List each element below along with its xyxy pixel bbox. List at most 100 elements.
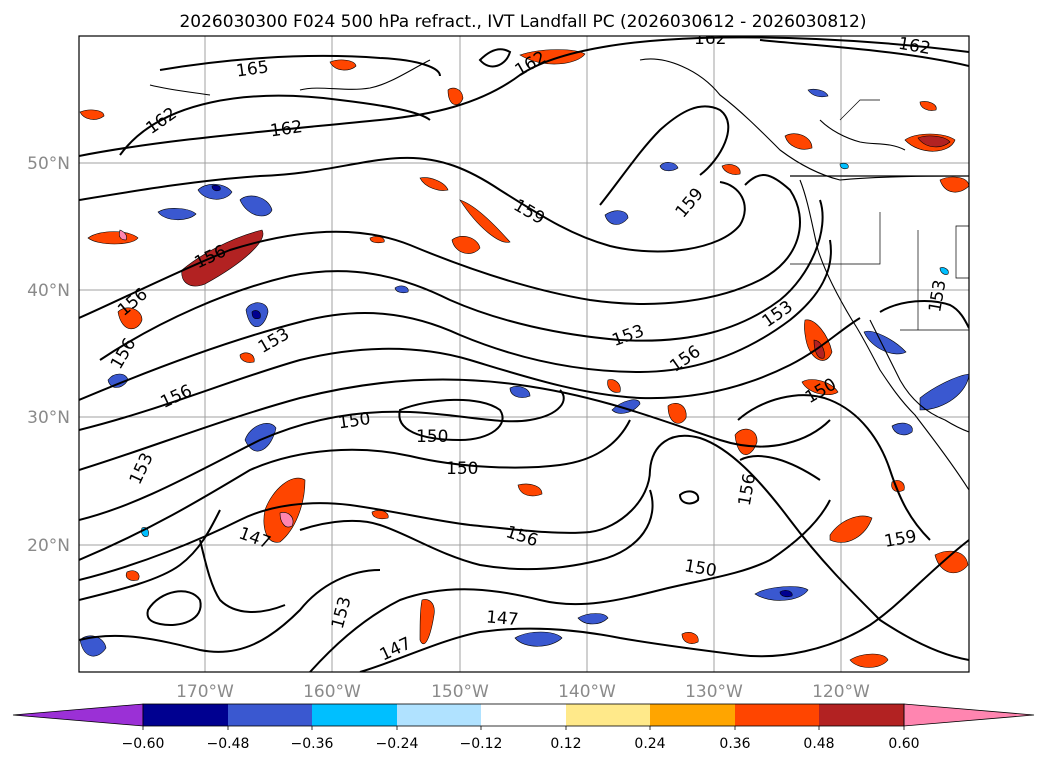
positive-anomaly — [447, 87, 464, 105]
positive-anomaly — [263, 477, 306, 543]
positive-anomaly — [419, 599, 435, 645]
coastline-bc — [819, 119, 906, 151]
negative-anomaly — [939, 267, 949, 275]
contour-line — [79, 569, 381, 653]
colorbar-segment — [143, 704, 228, 726]
colorbar-extend-low — [12, 703, 144, 727]
negative-anomaly — [891, 422, 913, 436]
colorbar-segment — [735, 704, 819, 726]
colorbar-tick-label: 0.12 — [550, 736, 581, 752]
contour-line — [79, 434, 969, 661]
contour-line — [79, 156, 746, 253]
positive-anomaly — [451, 236, 481, 254]
contour-line — [79, 317, 861, 431]
negative-anomaly — [394, 285, 409, 294]
contour-line — [99, 199, 824, 361]
contour-label: 150 — [416, 427, 448, 447]
contour-line — [759, 39, 969, 67]
contour-line — [79, 174, 801, 319]
lat-label-50n: 50°N — [27, 154, 70, 174]
contour-label: 162 — [694, 29, 726, 49]
state-border — [839, 99, 880, 121]
positive-anomaly — [934, 550, 969, 574]
coastlines — [149, 58, 969, 491]
contour-line — [879, 300, 969, 329]
colorbar-tick-label: −0.60 — [122, 736, 165, 752]
negative-anomaly — [197, 183, 233, 200]
contour-line — [599, 105, 730, 206]
positive-anomaly — [667, 403, 687, 424]
contour-line — [79, 419, 631, 561]
positive-anomaly — [279, 512, 294, 528]
contour-line — [299, 489, 654, 571]
colorbar-tick-label: −0.36 — [291, 736, 334, 752]
coastline-west-us-mexico — [799, 179, 969, 491]
contour-line — [79, 509, 221, 601]
colorbar-tick-label: 0.24 — [634, 736, 665, 752]
lon-label-120w: 120°W — [812, 682, 870, 702]
positive-anomaly — [239, 352, 255, 363]
positive-anomaly — [919, 101, 937, 111]
contour-line — [739, 455, 821, 481]
contour-line — [79, 239, 832, 401]
contour-label: 150 — [446, 459, 478, 479]
colorbar-tick-label: −0.24 — [376, 736, 419, 752]
contour-line — [309, 499, 831, 672]
negative-anomaly — [807, 88, 829, 98]
colorbar-segment — [566, 704, 650, 726]
positive-anomaly — [181, 229, 264, 287]
contour-line — [359, 539, 969, 672]
colorbar-extend-high — [903, 703, 1035, 727]
negative-anomaly — [839, 162, 849, 170]
colorbar: −0.60 −0.48 −0.36 −0.24 −0.12 0.12 0.24 … — [12, 703, 1035, 752]
positive-anomaly — [939, 176, 969, 193]
map-title: 2026030300 F024 500 hPa refract., IVT La… — [179, 12, 866, 32]
lon-label-170w: 170°W — [176, 682, 234, 702]
contour-line — [398, 398, 504, 442]
colorbar-tick-label: 0.36 — [719, 736, 750, 752]
contour-line — [199, 539, 286, 613]
negative-anomaly — [157, 208, 197, 221]
positive-anomaly — [329, 59, 357, 71]
refractivity-contours — [79, 36, 969, 672]
positive-anomaly — [849, 653, 889, 668]
positive-anomaly — [681, 632, 699, 644]
negative-anomaly — [239, 195, 273, 217]
positive-anomaly — [804, 319, 833, 361]
negative-anomaly — [211, 184, 221, 192]
positive-anomaly — [118, 229, 127, 241]
lat-label-40n: 40°N — [27, 281, 70, 301]
positive-anomaly — [369, 236, 385, 244]
positive-anomaly — [829, 515, 873, 543]
baja-peninsula — [869, 319, 969, 433]
contour-line — [79, 36, 969, 157]
negative-anomaly — [604, 210, 629, 225]
coastline-north-america — [639, 58, 969, 181]
positive-anomaly — [419, 177, 449, 191]
colorbar-segment — [650, 704, 735, 726]
negative-anomaly — [863, 330, 907, 355]
negative-anomaly — [659, 162, 679, 172]
contour-line — [146, 590, 202, 626]
colorbar-frame — [142, 703, 905, 727]
positive-anomaly — [459, 199, 511, 243]
aleutian-islands — [149, 84, 211, 96]
aleutian-coast — [299, 59, 431, 91]
map-frame — [78, 35, 970, 673]
lat-label-20n: 20°N — [27, 536, 70, 556]
contour-label: 162 — [269, 117, 304, 141]
negative-anomaly — [251, 310, 261, 320]
colorbar-tick-label: 0.48 — [803, 736, 834, 752]
colorbar-segment — [312, 704, 397, 726]
contour-line — [478, 48, 512, 68]
map-panel: 165 162 162 162 162 162 159 159 156 156 … — [78, 29, 970, 673]
contour-label: 165 — [235, 57, 270, 81]
contour-label: 147 — [485, 607, 519, 630]
contour-line — [119, 94, 431, 156]
contour-line — [159, 54, 441, 77]
colorbar-tick-label: −0.48 — [207, 736, 250, 752]
contour-line — [737, 394, 931, 541]
colorbar-tick-label: 0.60 — [888, 736, 919, 752]
positive-anomaly — [801, 379, 839, 395]
positive-anomaly — [517, 483, 543, 497]
